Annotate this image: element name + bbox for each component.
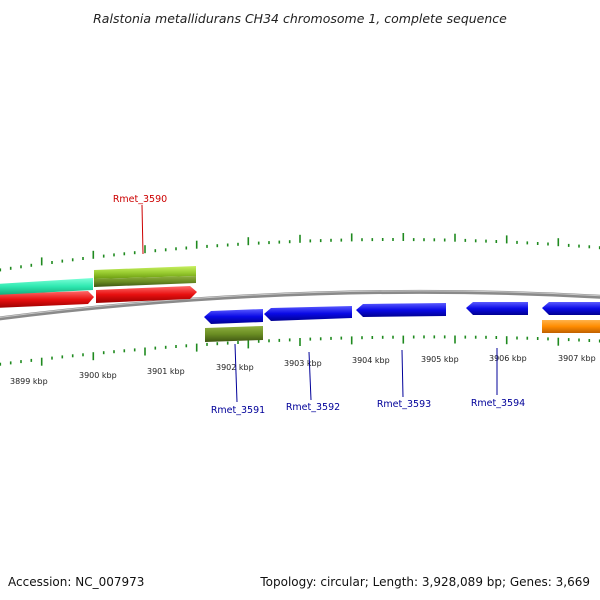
- gene-label-rmet-3593[interactable]: Rmet_3593: [377, 399, 431, 410]
- kbp-scale: 3899 kbp 3900 kbp 3901 kbp 3902 kbp 3903…: [10, 354, 596, 386]
- kbp-label: 3905 kbp: [421, 355, 459, 364]
- forward-gene-arrow[interactable]: [0, 291, 94, 308]
- kbp-label: 3903 kbp: [284, 359, 322, 368]
- outer-tick-marks: [0, 233, 600, 272]
- inner-tick-marks: [0, 335, 600, 366]
- cds-features-upper: [0, 266, 196, 295]
- kbp-label: 3904 kbp: [352, 356, 390, 365]
- cds-features-lower: [205, 320, 600, 342]
- reverse-gene-rmet-3594[interactable]: [466, 302, 528, 315]
- cds-olive-bar-upper[interactable]: [94, 276, 196, 287]
- leader-line-rmet-3590: [141, 204, 144, 255]
- reverse-gene-rmet-3592[interactable]: [264, 306, 352, 321]
- gene-labels: Rmet_3590 Rmet_3591 Rmet_3592 Rmet_3593 …: [113, 194, 525, 416]
- leader-line-rmet-3591: [234, 343, 238, 403]
- topology-summary: Topology: circular; Length: 3,928,089 bp…: [259, 575, 590, 589]
- cds-olive-bar-lower[interactable]: [205, 326, 263, 342]
- kbp-label: 3907 kbp: [558, 354, 596, 363]
- reverse-gene-rmet-3591[interactable]: [204, 309, 263, 324]
- gene-label-rmet-3594[interactable]: Rmet_3594: [471, 398, 525, 409]
- genome-backbone: [0, 289, 600, 321]
- accession-text: Accession: NC_007973: [8, 575, 144, 589]
- kbp-label: 3900 kbp: [79, 371, 117, 380]
- kbp-label: 3899 kbp: [10, 377, 48, 386]
- forward-gene-rmet-3590[interactable]: [96, 286, 197, 303]
- kbp-label: 3901 kbp: [147, 367, 185, 376]
- cds-teal-bar[interactable]: [0, 278, 93, 295]
- gene-label-rmet-3590[interactable]: Rmet_3590: [113, 194, 167, 205]
- gene-label-rmet-3592[interactable]: Rmet_3592: [286, 402, 340, 413]
- gene-label-rmet-3591[interactable]: Rmet_3591: [211, 405, 265, 416]
- kbp-label: 3906 kbp: [489, 354, 527, 363]
- cds-lime-bar[interactable]: [94, 266, 196, 279]
- leader-line-rmet-3593: [401, 349, 404, 398]
- reverse-strand-genes: [204, 302, 600, 324]
- reverse-gene-arrow[interactable]: [542, 302, 600, 315]
- gene-label-leaders: [141, 204, 498, 403]
- leader-line-rmet-3592: [308, 351, 312, 401]
- cds-orange-bar[interactable]: [542, 320, 600, 333]
- reverse-gene-rmet-3593[interactable]: [356, 303, 446, 317]
- kbp-label: 3902 kbp: [216, 363, 254, 372]
- map-title: Ralstonia metallidurans CH34 chromosome …: [93, 11, 507, 26]
- forward-strand-genes: [0, 286, 197, 308]
